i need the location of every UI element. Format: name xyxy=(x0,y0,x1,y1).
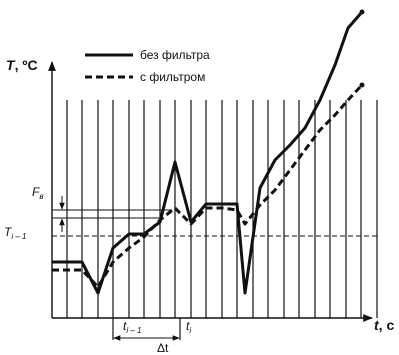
text-part: , с xyxy=(379,317,395,333)
filter-band-label: Fв xyxy=(32,185,44,201)
end-dot xyxy=(359,82,365,88)
text-part: i – 1 xyxy=(11,232,26,241)
text-part: i xyxy=(189,326,191,335)
legend-label: с фильтром xyxy=(140,70,205,84)
filtered-curve xyxy=(52,83,364,289)
text-part: T xyxy=(6,57,16,73)
end-dot xyxy=(359,9,365,15)
text-part: T xyxy=(4,225,13,239)
text-part: , ºC xyxy=(15,57,38,73)
text-part: t xyxy=(374,317,380,333)
text-part: t xyxy=(186,319,190,333)
text-part: i – 1 xyxy=(126,326,141,335)
time-curr-label: ti xyxy=(186,319,191,335)
filter-band-lines xyxy=(52,209,172,219)
text-part: в xyxy=(39,192,43,201)
previous-value-label: Ti – 1 xyxy=(4,225,26,241)
text-part: t xyxy=(123,319,127,333)
legend-label: без фильтра xyxy=(140,48,210,62)
grid xyxy=(66,100,378,340)
time-prev-label: ti – 1 xyxy=(123,319,141,335)
x-axis-label: t, с xyxy=(374,317,394,333)
y-axis-label: T, ºC xyxy=(6,57,38,73)
raw-curve xyxy=(52,11,364,295)
time-step-label: Δt xyxy=(157,341,169,355)
text-part: F xyxy=(32,185,40,199)
